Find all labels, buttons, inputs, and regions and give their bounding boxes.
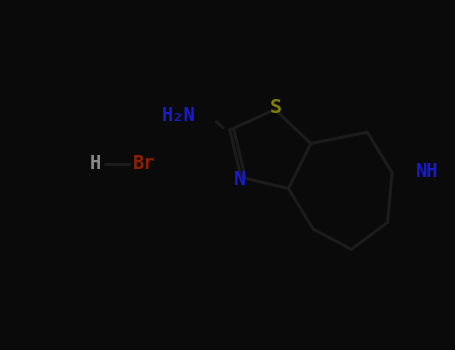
Text: H₂N: H₂N xyxy=(161,106,195,125)
Text: H: H xyxy=(90,154,101,173)
Text: N: N xyxy=(234,170,246,189)
Text: Br: Br xyxy=(132,154,155,173)
Text: S: S xyxy=(270,98,282,117)
Text: NH: NH xyxy=(415,162,438,181)
